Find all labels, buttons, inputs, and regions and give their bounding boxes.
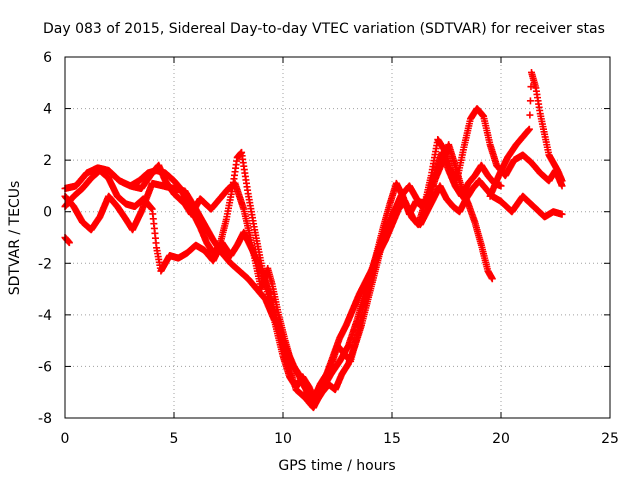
data-point bbox=[488, 275, 496, 283]
x-tick-label: 15 bbox=[383, 431, 401, 447]
x-tick-label: 0 bbox=[61, 431, 70, 447]
y-tick-label: 0 bbox=[43, 205, 52, 221]
data-point bbox=[558, 210, 566, 218]
data-point bbox=[65, 239, 73, 247]
y-tick-label: 2 bbox=[43, 153, 52, 169]
y-tick-label: -2 bbox=[38, 256, 52, 272]
x-tick-label: 10 bbox=[274, 431, 292, 447]
y-axis-label: SDTVAR / TECUs bbox=[7, 181, 23, 296]
data-point bbox=[526, 97, 534, 105]
data-point bbox=[526, 111, 534, 119]
data-point bbox=[558, 177, 566, 185]
chart-title: Day 083 of 2015, Sidereal Day-to-day VTE… bbox=[43, 21, 605, 37]
y-tick-label: -4 bbox=[38, 308, 52, 324]
data-point bbox=[525, 125, 533, 133]
y-tick-label: 4 bbox=[43, 102, 52, 118]
plot-frame bbox=[64, 56, 611, 419]
data-point bbox=[497, 182, 505, 190]
x-tick-label: 25 bbox=[601, 431, 619, 447]
y-tick-label: 6 bbox=[43, 50, 52, 66]
x-axis-label: GPS time / hours bbox=[278, 458, 395, 474]
data-points bbox=[61, 68, 566, 412]
x-tick-label: 5 bbox=[170, 431, 179, 447]
x-tick-label: 20 bbox=[492, 431, 510, 447]
y-tick-label: -6 bbox=[38, 359, 52, 375]
y-tick-label: -8 bbox=[38, 411, 52, 427]
